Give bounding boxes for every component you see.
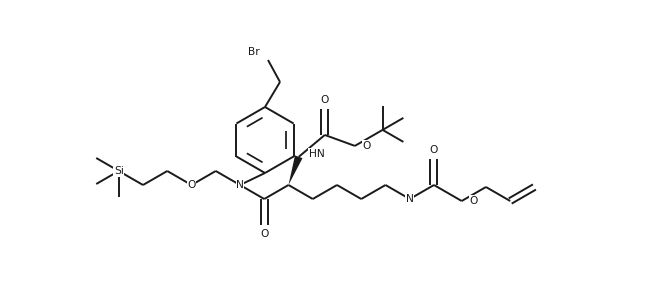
Text: N: N bbox=[236, 180, 244, 190]
Text: O: O bbox=[469, 196, 478, 206]
Text: O: O bbox=[187, 180, 196, 190]
Text: O: O bbox=[430, 145, 438, 155]
Text: O: O bbox=[321, 95, 329, 105]
Text: Br: Br bbox=[248, 47, 260, 57]
Text: O: O bbox=[363, 141, 371, 151]
Text: HN: HN bbox=[309, 149, 325, 159]
Text: N: N bbox=[406, 194, 414, 204]
Polygon shape bbox=[288, 155, 303, 185]
Text: Si: Si bbox=[114, 166, 124, 176]
Text: O: O bbox=[260, 229, 268, 239]
